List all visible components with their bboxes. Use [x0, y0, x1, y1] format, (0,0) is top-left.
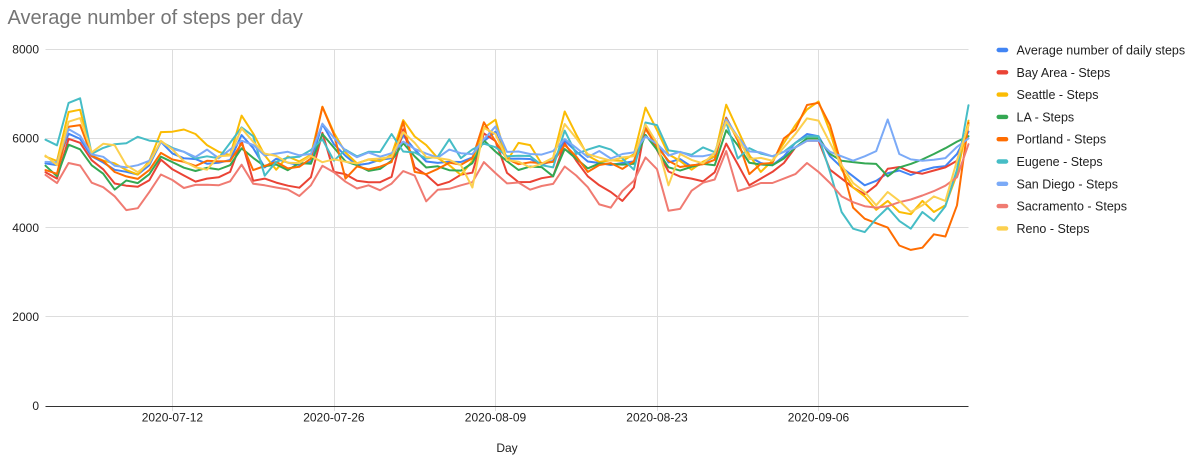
svg-text:2020-07-12: 2020-07-12 [142, 411, 204, 425]
svg-text:2020-07-26: 2020-07-26 [303, 411, 365, 425]
svg-text:Average number of steps per da: Average number of steps per day [8, 7, 303, 29]
svg-text:0: 0 [32, 399, 39, 413]
svg-text:4000: 4000 [12, 221, 39, 235]
svg-text:2020-09-06: 2020-09-06 [788, 411, 850, 425]
svg-text:6000: 6000 [12, 132, 39, 146]
svg-text:8000: 8000 [12, 43, 39, 57]
svg-text:Sacramento - Steps: Sacramento - Steps [1017, 200, 1127, 214]
svg-text:Eugene - Steps: Eugene - Steps [1017, 155, 1103, 169]
svg-text:Reno - Steps: Reno - Steps [1017, 222, 1090, 236]
svg-text:Average number of daily steps: Average number of daily steps [1017, 44, 1186, 58]
svg-text:San Diego - Steps: San Diego - Steps [1017, 177, 1118, 191]
svg-text:2000: 2000 [12, 310, 39, 324]
svg-text:Day: Day [496, 441, 517, 455]
svg-text:2020-08-09: 2020-08-09 [465, 411, 527, 425]
svg-text:LA - Steps: LA - Steps [1017, 110, 1075, 124]
svg-text:2020-08-23: 2020-08-23 [626, 411, 688, 425]
svg-text:Seattle - Steps: Seattle - Steps [1017, 88, 1099, 102]
svg-text:Portland - Steps: Portland - Steps [1017, 133, 1107, 147]
svg-text:Bay Area - Steps: Bay Area - Steps [1017, 66, 1111, 80]
